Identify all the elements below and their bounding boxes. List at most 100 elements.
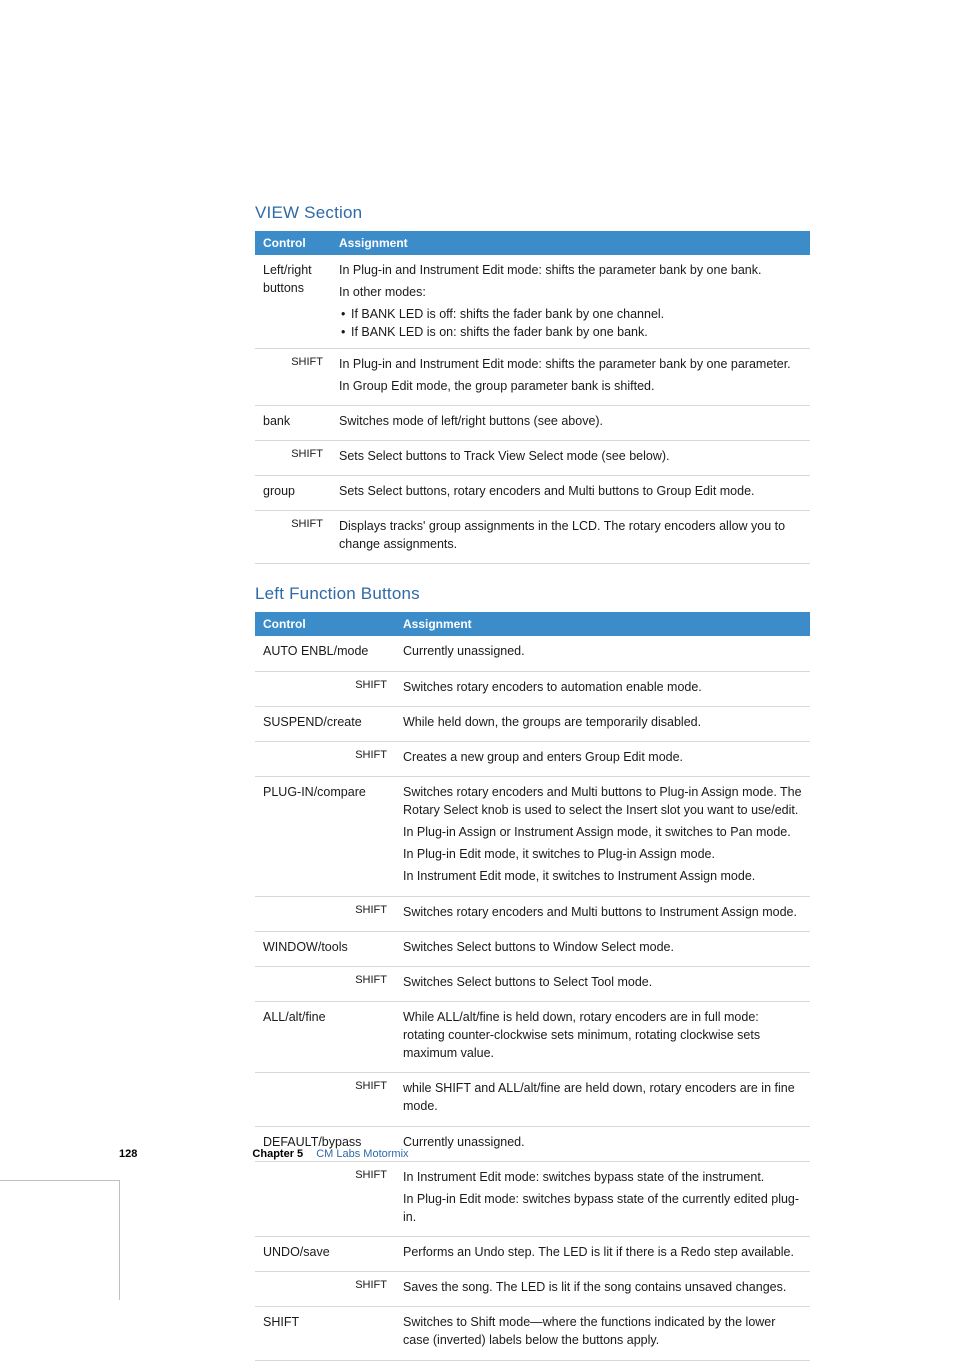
- cell-control: PLUG-IN/compare: [255, 776, 395, 896]
- assignment-line: Switches rotary encoders to automation e…: [403, 678, 802, 696]
- table-row: SHIFTSwitches to Shift mode—where the fu…: [255, 1307, 810, 1360]
- section-title-view: VIEW Section: [255, 203, 810, 223]
- table-row: SHIFT Switches rotary encoders to automat…: [255, 671, 810, 706]
- assignment-line: In Plug-in Edit mode, it switches to Plu…: [403, 845, 802, 863]
- cell-assignment: In Plug-in and Instrument Edit mode: shi…: [331, 348, 810, 405]
- cell-control: SHIFT: [255, 511, 331, 564]
- assignment-line: Saves the song. The LED is lit if the so…: [403, 1278, 802, 1296]
- chapter-name: CM Labs Motormix: [316, 1148, 408, 1160]
- cell-control: SUSPEND/create: [255, 706, 395, 741]
- assignment-line: Switches mode of left/right buttons (see…: [339, 412, 802, 430]
- assignment-line: In Group Edit mode, the group parameter …: [339, 377, 802, 395]
- cell-control: SHIFT: [255, 440, 331, 475]
- cell-control: SHIFT: [255, 1307, 395, 1360]
- cell-control: SHIFT: [255, 896, 395, 931]
- view-section-table: Control Assignment Left/right buttonsIn …: [255, 231, 810, 564]
- cell-assignment: Sets Select buttons to Track View Select…: [331, 440, 810, 475]
- assignment-line: In Plug-in Edit mode: switches bypass st…: [403, 1190, 802, 1226]
- table-row: SHIFTDisplays tracks' group assignments …: [255, 511, 810, 564]
- assignment-line: Currently unassigned.: [403, 1133, 802, 1151]
- cell-assignment: Switches rotary encoders and Multi butto…: [395, 896, 810, 931]
- cell-assignment: Currently unassigned.: [395, 1126, 810, 1161]
- assignment-line: In Plug-in Assign or Instrument Assign m…: [403, 823, 802, 841]
- cell-assignment: Switches mode of left/right buttons (see…: [331, 405, 810, 440]
- page-number: 128: [119, 1148, 137, 1160]
- cell-assignment: Currently unassigned.: [395, 636, 810, 671]
- assignment-line: Switches Select buttons to Window Select…: [403, 938, 802, 956]
- assignment-bullet: If BANK LED is off: shifts the fader ban…: [339, 305, 802, 323]
- cell-control: ALL/alt/fine: [255, 1001, 395, 1072]
- cell-assignment: Switches rotary encoders to automation e…: [395, 671, 810, 706]
- assignment-line: while SHIFT and ALL/alt/fine are held do…: [403, 1079, 802, 1115]
- cell-control: SHIFT: [255, 1073, 395, 1126]
- cell-assignment: Saves the song. The LED is lit if the so…: [395, 1272, 810, 1307]
- assignment-line: In Instrument Edit mode: switches bypass…: [403, 1168, 802, 1186]
- table-row: SHIFT Switches Select buttons to Select T…: [255, 966, 810, 1001]
- cell-control: SHIFT: [255, 966, 395, 1001]
- assignment-line: Sets Select buttons to Track View Select…: [339, 447, 802, 465]
- cell-assignment: Switches rotary encoders and Multi butto…: [395, 776, 810, 896]
- table-row: SHIFTIn Plug-in and Instrument Edit mode…: [255, 348, 810, 405]
- assignment-bullet: If BANK LED is on: shifts the fader bank…: [339, 323, 802, 341]
- cell-control: WINDOW/tools: [255, 931, 395, 966]
- assignment-line: Displays tracks' group assignments in th…: [339, 517, 802, 553]
- table-row: Left/right buttons In Plug-in and Instrum…: [255, 255, 810, 348]
- table-row: group Sets Select buttons, rotary encoder…: [255, 476, 810, 511]
- cell-assignment: In Plug-in and Instrument Edit mode: shi…: [331, 255, 810, 348]
- table-header-assignment: Assignment: [331, 231, 810, 255]
- table-row: PLUG-IN/compareSwitches rotary encoders …: [255, 776, 810, 896]
- chapter-label: Chapter 5: [252, 1148, 303, 1160]
- cell-assignment: Switches Select buttons to Select Tool m…: [395, 966, 810, 1001]
- table-row: ALL/alt/fineWhile ALL/alt/fine is held d…: [255, 1001, 810, 1072]
- cell-assignment: Sets Select buttons, rotary encoders and…: [331, 476, 810, 511]
- cell-assignment: In Instrument Edit mode: switches bypass…: [395, 1161, 810, 1236]
- cell-assignment: Performs an Undo step. The LED is lit if…: [395, 1237, 810, 1272]
- table-row: SHIFT Creates a new group and enters Grou…: [255, 741, 810, 776]
- assignment-line: Switches to Shift mode—where the functio…: [403, 1313, 802, 1349]
- cell-control: SHIFT: [255, 348, 331, 405]
- binding-line-h: [0, 1180, 120, 1181]
- assignment-line: In Plug-in and Instrument Edit mode: shi…: [339, 261, 802, 279]
- assignment-line: In other modes:: [339, 283, 802, 301]
- section-title-left: Left Function Buttons: [255, 584, 810, 604]
- assignment-line: Sets Select buttons, rotary encoders and…: [339, 482, 802, 500]
- assignment-line: Performs an Undo step. The LED is lit if…: [403, 1243, 802, 1261]
- table-row: bank Switches mode of left/right buttons …: [255, 405, 810, 440]
- assignment-line: While held down, the groups are temporar…: [403, 713, 802, 731]
- page-footer: 128 Chapter 5 CM Labs Motormix: [119, 1148, 409, 1160]
- left-function-table: Control Assignment AUTO ENBL/modeCurrent…: [255, 612, 810, 1360]
- cell-control: UNDO/save: [255, 1237, 395, 1272]
- cell-control: AUTO ENBL/mode: [255, 636, 395, 671]
- page-content: VIEW Section Control Assignment Left/rig…: [255, 203, 810, 1361]
- cell-control: Left/right buttons: [255, 255, 331, 348]
- cell-assignment: While held down, the groups are temporar…: [395, 706, 810, 741]
- table-row: SHIFTwhile SHIFT and ALL/alt/fine are he…: [255, 1073, 810, 1126]
- table-header-control: Control: [255, 231, 331, 255]
- binding-line-v: [119, 1180, 120, 1300]
- assignment-line: In Instrument Edit mode, it switches to …: [403, 867, 802, 885]
- assignment-line: Switches rotary encoders and Multi butto…: [403, 783, 802, 819]
- table-row: WINDOW/tools Switches Select buttons to W…: [255, 931, 810, 966]
- cell-control: SHIFT: [255, 741, 395, 776]
- assignment-line: Currently unassigned.: [403, 642, 802, 660]
- assignment-line: Creates a new group and enters Group Edi…: [403, 748, 802, 766]
- table-row: AUTO ENBL/mode Currently unassigned.: [255, 636, 810, 671]
- cell-control: SHIFT: [255, 1272, 395, 1307]
- assignment-line: Switches Select buttons to Select Tool m…: [403, 973, 802, 991]
- cell-control: SHIFT: [255, 1161, 395, 1236]
- cell-control: SHIFT: [255, 671, 395, 706]
- assignment-line: While ALL/alt/fine is held down, rotary …: [403, 1008, 802, 1062]
- table-row: SHIFTSwitches rotary encoders and Multi …: [255, 896, 810, 931]
- cell-assignment: Switches to Shift mode—where the functio…: [395, 1307, 810, 1360]
- table-row: SHIFT Saves the song. The LED is lit if t…: [255, 1272, 810, 1307]
- cell-control: group: [255, 476, 331, 511]
- cell-control: bank: [255, 405, 331, 440]
- table-row: SUSPEND/create While held down, the group…: [255, 706, 810, 741]
- cell-assignment: While ALL/alt/fine is held down, rotary …: [395, 1001, 810, 1072]
- table-row: UNDO/save Performs an Undo step. The LED …: [255, 1237, 810, 1272]
- cell-assignment: Displays tracks' group assignments in th…: [331, 511, 810, 564]
- table-row: SHIFT In Instrument Edit mode: switches b…: [255, 1161, 810, 1236]
- table-header-assignment: Assignment: [395, 612, 810, 636]
- cell-assignment: while SHIFT and ALL/alt/fine are held do…: [395, 1073, 810, 1126]
- table-row: SHIFT Sets Select buttons to Track View S…: [255, 440, 810, 475]
